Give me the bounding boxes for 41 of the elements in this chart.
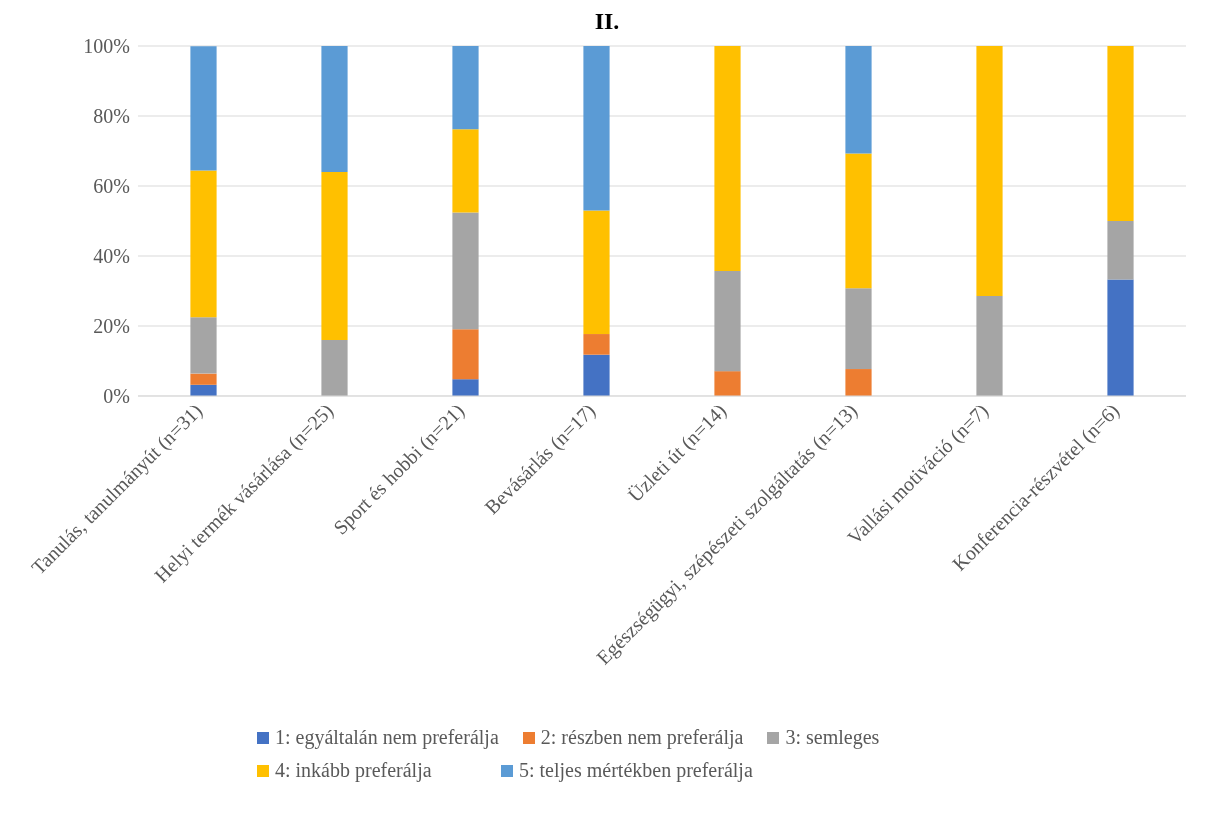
bar (452, 379, 479, 396)
bar (321, 172, 348, 340)
bar (714, 46, 741, 272)
bar (321, 340, 348, 396)
legend-label: 5: teljes mértékben preferálja (518, 759, 753, 782)
y-tick-label: 100% (83, 35, 130, 58)
y-tick-label: 0% (103, 385, 130, 408)
bar (583, 46, 610, 211)
bar (976, 295, 1003, 396)
bar (583, 210, 610, 335)
bar (452, 329, 479, 380)
bar (1107, 221, 1134, 280)
bar (190, 384, 217, 396)
y-tick-label: 80% (93, 105, 130, 128)
bar (321, 46, 348, 172)
chart-title: II. (593, 8, 621, 36)
bar (845, 46, 872, 154)
y-tick-label: 60% (93, 175, 130, 198)
y-tick-label: 40% (93, 245, 130, 268)
bar (583, 334, 610, 355)
bar (452, 129, 479, 213)
bar (714, 271, 741, 372)
bar (190, 170, 217, 318)
bar (845, 153, 872, 289)
bar (845, 288, 872, 370)
bar (714, 371, 741, 396)
bar (452, 46, 479, 130)
legend-label: 3: semleges (784, 726, 880, 749)
bar (190, 317, 217, 374)
legend-label: 4: inkább preferálja (274, 759, 433, 782)
bar (190, 373, 217, 385)
legend-label: 1: egyáltalán nem preferálja (274, 726, 499, 749)
y-tick-label: 20% (93, 315, 130, 338)
bar (452, 212, 479, 330)
bar (583, 354, 610, 396)
bar (190, 46, 217, 171)
bar (976, 46, 1003, 296)
legend-label: 2: részben nem preferálja (539, 726, 744, 749)
bar (1107, 279, 1134, 396)
bar (845, 369, 872, 396)
bar (1107, 46, 1134, 221)
